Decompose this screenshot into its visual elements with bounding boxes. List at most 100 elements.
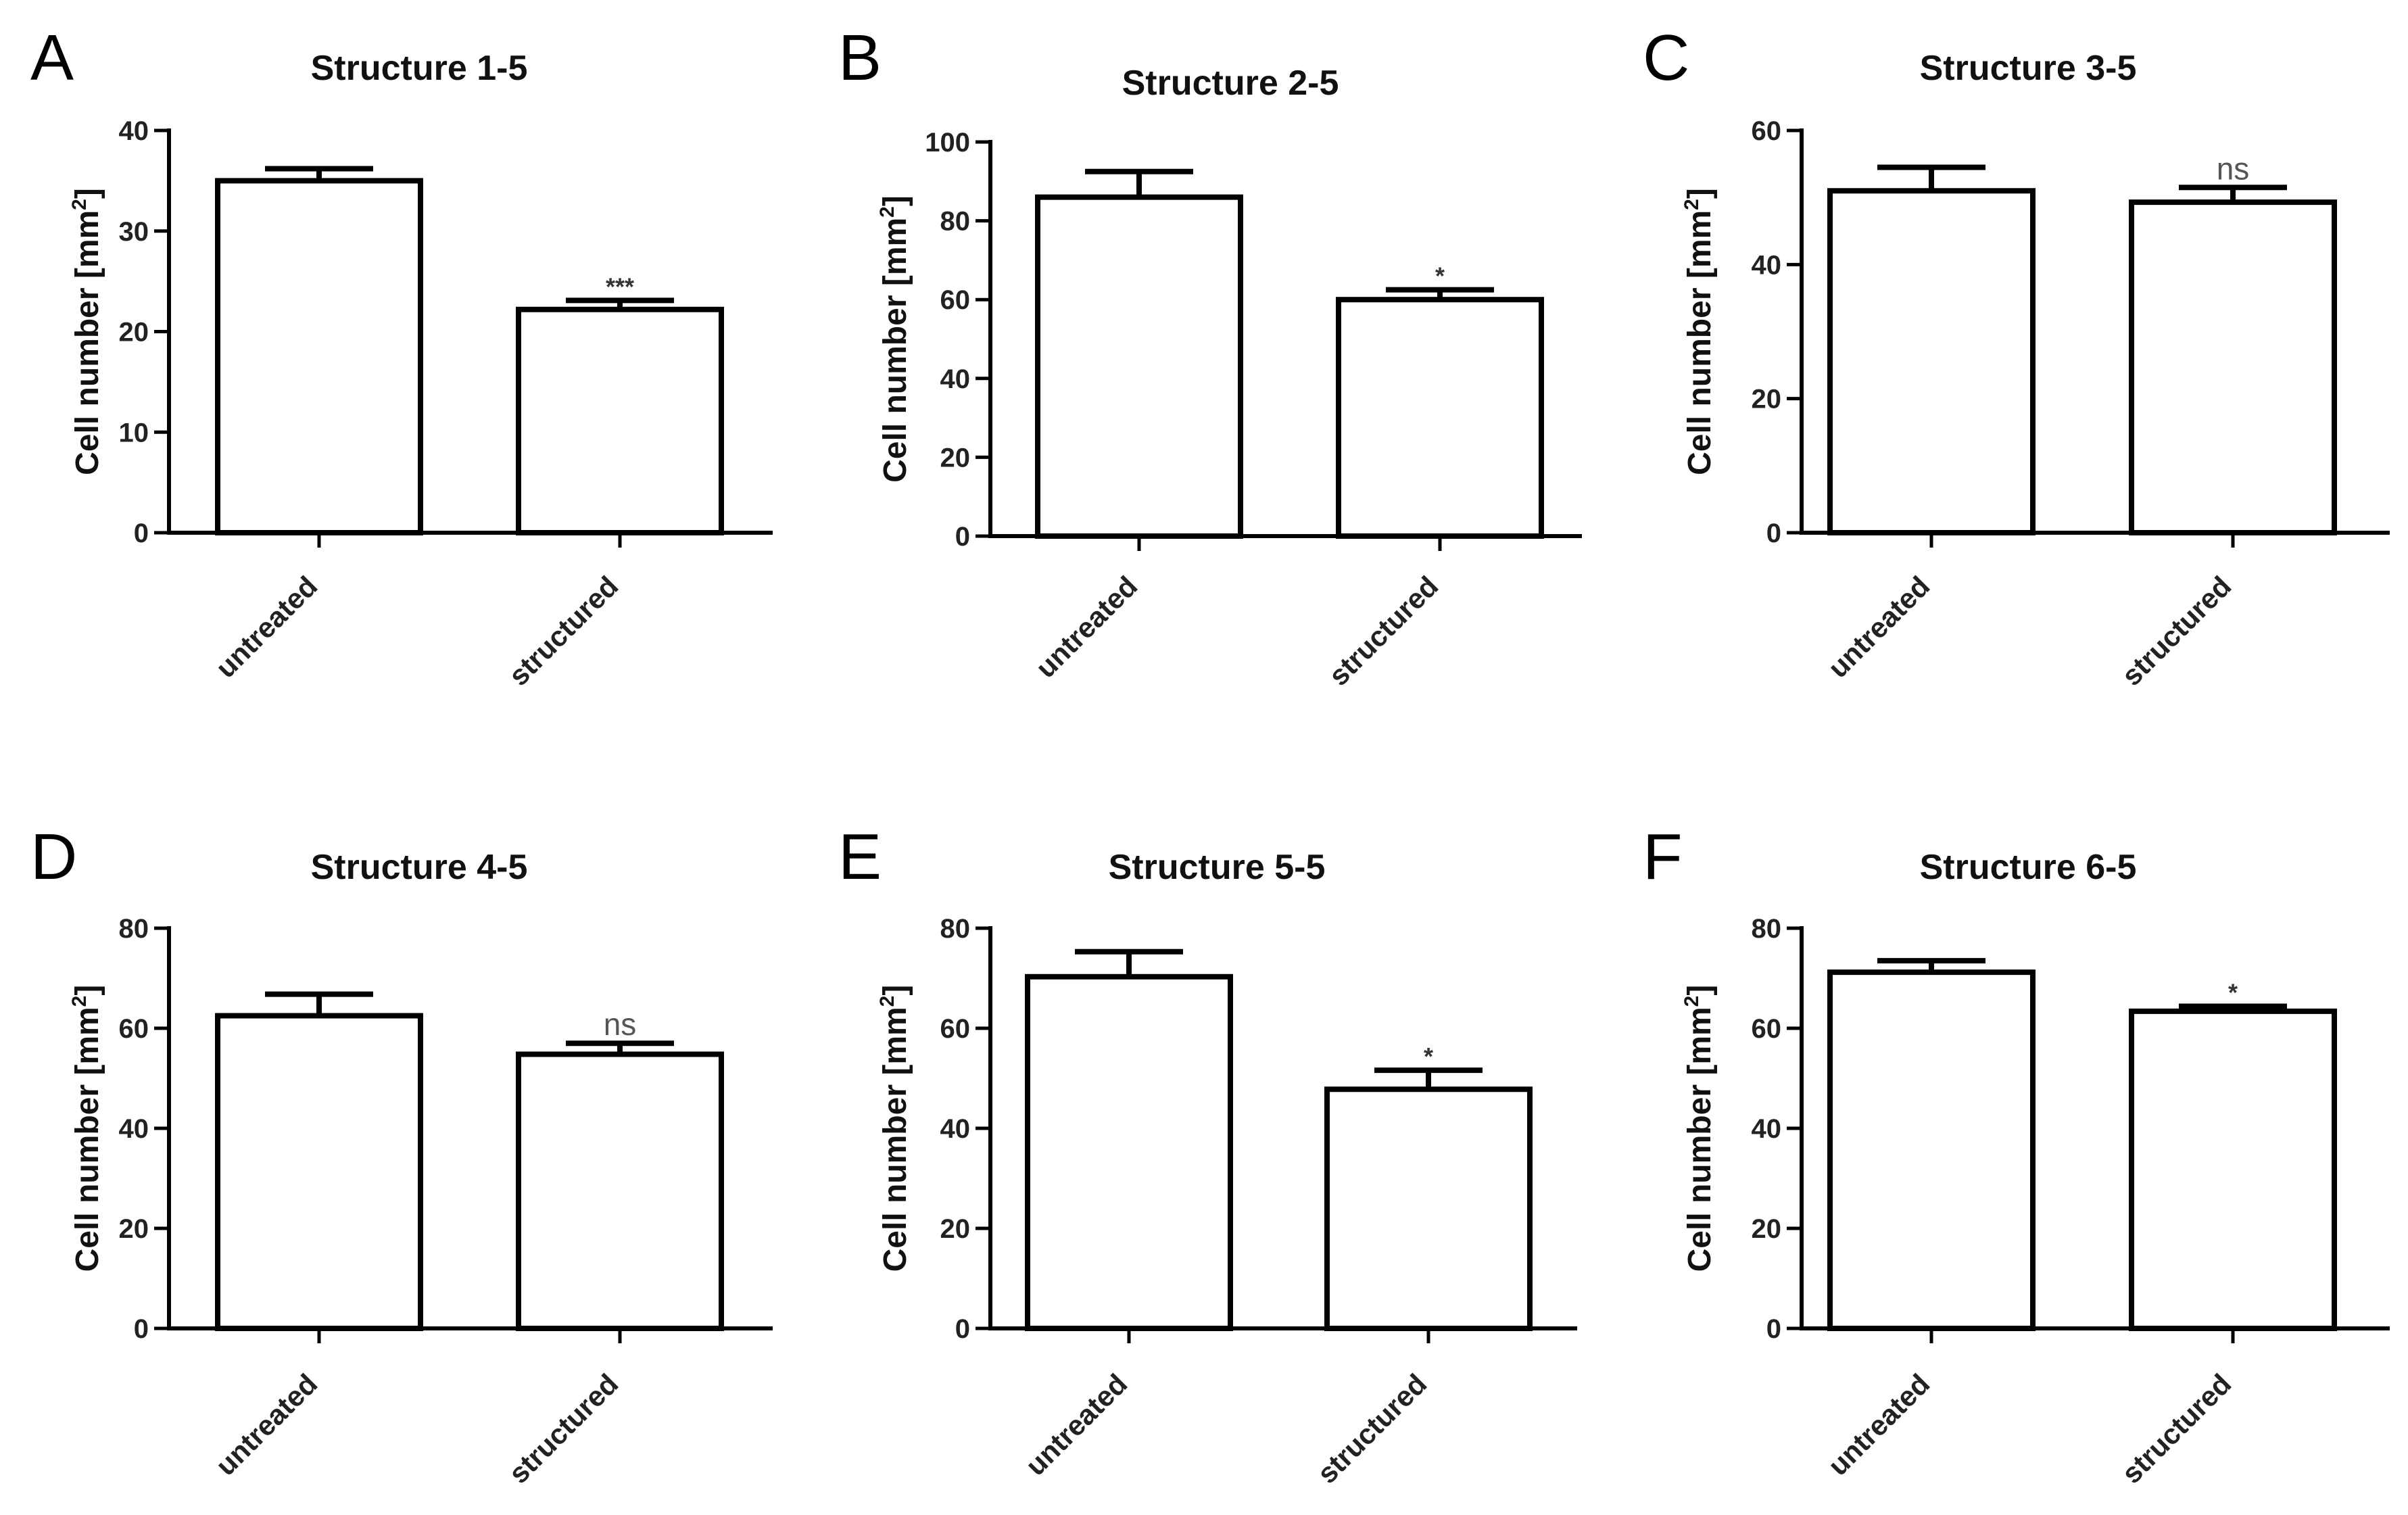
x-tick-label: structured	[1322, 570, 1444, 692]
x-tick-label: structured	[502, 570, 624, 692]
panel-letter: C	[1643, 22, 1689, 94]
chart-title: Structure 1-5	[311, 49, 528, 88]
y-tick-label: 80	[1752, 914, 1782, 944]
y-axis-label-superscript: 2	[1681, 199, 1703, 210]
y-axis-label-superscript: 2	[68, 199, 91, 210]
y-tick-label: 20	[119, 318, 149, 347]
y-tick-label: 60	[940, 285, 971, 315]
chart-title: Structure 5-5	[1109, 848, 1326, 887]
y-tick-label: 20	[1752, 1214, 1782, 1244]
bar-structured	[1336, 297, 1544, 539]
x-tick-label: untreated	[1822, 570, 1936, 684]
bar-untreated	[1025, 973, 1233, 1331]
bar-structured	[1324, 1086, 1533, 1332]
y-tick-label: 20	[1752, 385, 1782, 414]
y-axis-label: Cell number [mm2]	[68, 188, 105, 475]
y-axis-label-close: ]	[877, 985, 913, 996]
significance-label: *	[1424, 1042, 1433, 1070]
chart-title: Structure 2-5	[1122, 64, 1339, 103]
y-tick-label: 60	[1752, 116, 1782, 146]
y-axis-label-main: Cell number [mm	[877, 218, 913, 483]
bar-structured	[516, 1051, 724, 1331]
y-axis-label-close: ]	[1682, 985, 1718, 996]
significance-label: ns	[604, 1007, 637, 1042]
bar-untreated	[1035, 194, 1243, 539]
y-axis-label-main: Cell number [mm	[877, 1007, 913, 1272]
y-axis-label-main: Cell number [mm	[1682, 210, 1718, 475]
panel-letter: B	[838, 22, 882, 94]
y-axis-label-close: ]	[1682, 188, 1718, 199]
x-tick-label: structured	[502, 1368, 624, 1489]
y-axis-label: Cell number [mm2]	[1681, 188, 1718, 475]
x-tick-label: structured	[2115, 570, 2237, 692]
y-axis-label-superscript: 2	[876, 206, 898, 218]
x-tick-label: untreated	[210, 1368, 324, 1482]
y-axis-label: Cell number [mm2]	[68, 985, 105, 1272]
significance-label: ***	[606, 272, 634, 300]
x-tick-label: untreated	[1822, 1368, 1936, 1482]
y-axis-label: Cell number [mm2]	[876, 985, 913, 1272]
y-tick-label: 80	[940, 207, 971, 237]
y-tick-label: 20	[940, 443, 971, 473]
chart-title: Structure 6-5	[1920, 848, 2137, 887]
y-tick-label: 60	[940, 1014, 971, 1044]
y-tick-label: 40	[1752, 1114, 1782, 1144]
y-tick-label: 0	[955, 522, 970, 552]
y-axis-label-superscript: 2	[876, 996, 898, 1007]
x-tick-label: untreated	[1019, 1368, 1134, 1482]
significance-label: *	[2228, 978, 2238, 1006]
y-tick-label: 0	[134, 1314, 149, 1344]
y-axis-label-close: ]	[70, 188, 105, 199]
panel-d: D Structure 4-5 Cell number [mm2] 0 20 40 60 80…	[30, 821, 773, 1489]
panel-e: E Structure 5-5 Cell number [mm2] 0 20 40 60 80…	[838, 821, 1577, 1489]
panel-b: B Structure 2-5 Cell number [mm2] 0 20 40 60 80…	[838, 22, 1582, 692]
significance-label: ns	[2217, 151, 2250, 186]
y-tick-label: 0	[1766, 1314, 1781, 1344]
y-axis-label-close: ]	[70, 985, 105, 996]
x-tick-label: structured	[1311, 1368, 1432, 1489]
bar-untreated	[215, 178, 423, 535]
y-tick-label: 40	[119, 116, 149, 146]
y-tick-label: 40	[940, 364, 971, 394]
y-tick-label: 10	[119, 418, 149, 448]
y-tick-label: 80	[940, 914, 971, 944]
y-axis-label-superscript: 2	[68, 996, 91, 1007]
panel-a: A Structure 1-5 Cell number [mm2] 0 10 20 30 40…	[30, 22, 773, 692]
y-tick-label: 40	[1752, 250, 1782, 280]
y-tick-label: 40	[940, 1114, 971, 1144]
y-tick-label: 20	[940, 1214, 971, 1244]
y-axis-label: Cell number [mm2]	[876, 195, 913, 483]
bar-untreated	[1827, 969, 2036, 1331]
y-tick-label: 0	[955, 1314, 970, 1344]
y-axis-label-main: Cell number [mm	[70, 1007, 105, 1272]
y-tick-label: 60	[119, 1014, 149, 1044]
y-axis-label: Cell number [mm2]	[1681, 985, 1718, 1272]
y-tick-label: 0	[134, 519, 149, 548]
panel-letter: A	[30, 22, 74, 94]
y-axis-label-main: Cell number [mm	[1682, 1007, 1718, 1272]
y-axis-label-main: Cell number [mm	[70, 210, 105, 475]
y-tick-label: 0	[1766, 519, 1781, 548]
y-tick-label: 100	[925, 128, 970, 158]
y-tick-label: 20	[119, 1214, 149, 1244]
panel-letter: E	[838, 821, 882, 893]
x-tick-label: untreated	[210, 570, 324, 684]
bar-structured	[2129, 1008, 2337, 1331]
bar-untreated	[215, 1013, 423, 1331]
bar-untreated	[1827, 188, 2036, 535]
panel-f: F Structure 6-5 Cell number [mm2] 0 20 40 60 80…	[1643, 821, 2390, 1489]
panel-letter: F	[1643, 821, 1683, 893]
x-tick-label: untreated	[1030, 570, 1144, 684]
panel-letter: D	[30, 821, 77, 893]
chart-title: Structure 3-5	[1920, 49, 2137, 88]
y-tick-label: 30	[119, 217, 149, 247]
bar-structured	[516, 306, 724, 535]
y-tick-label: 40	[119, 1114, 149, 1144]
y-axis-label-close: ]	[877, 195, 913, 206]
y-tick-label: 60	[1752, 1014, 1782, 1044]
y-axis-label-superscript: 2	[1681, 996, 1703, 1007]
bar-structured	[2129, 199, 2337, 535]
y-tick-label: 80	[119, 914, 149, 944]
chart-title: Structure 4-5	[311, 848, 528, 887]
